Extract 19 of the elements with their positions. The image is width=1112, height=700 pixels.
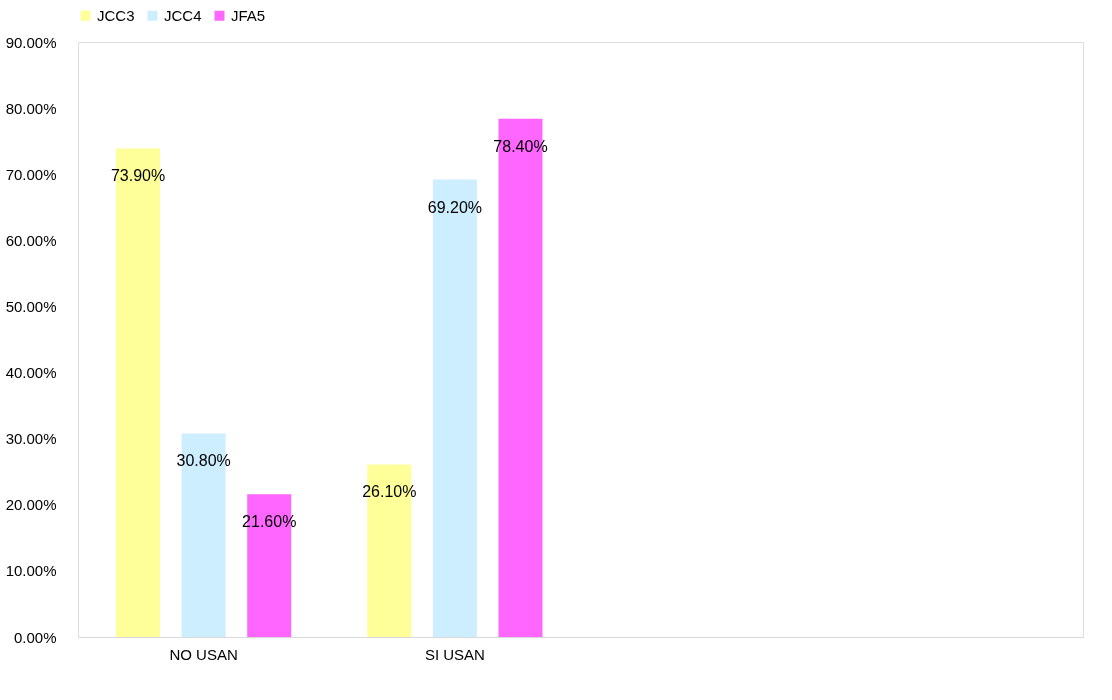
legend-label: JCC3: [97, 6, 135, 24]
x-tick-label: NO USAN: [169, 645, 238, 663]
data-label: 30.80%: [176, 452, 231, 470]
y-tick-label: 70.00%: [5, 165, 57, 183]
legend-label: JFA5: [231, 6, 266, 24]
y-tick-label: 20.00%: [5, 496, 57, 514]
y-tick-label: 10.00%: [5, 562, 57, 580]
y-tick-label: 60.00%: [5, 231, 57, 249]
y-tick-label: 0.00%: [13, 628, 57, 646]
y-tick-label: 30.00%: [5, 430, 57, 448]
y-tick-label: 50.00%: [5, 297, 57, 315]
data-label: 69.20%: [427, 198, 483, 216]
y-tick-label: 80.00%: [5, 99, 57, 117]
y-tick-label: 40.00%: [5, 364, 57, 382]
x-tick-label: SI USAN: [424, 645, 485, 663]
data-label: 26.10%: [362, 483, 417, 501]
y-tick-label: 90.00%: [5, 33, 57, 51]
data-label: 73.90%: [110, 167, 166, 185]
legend-label: JCC4: [164, 6, 202, 24]
